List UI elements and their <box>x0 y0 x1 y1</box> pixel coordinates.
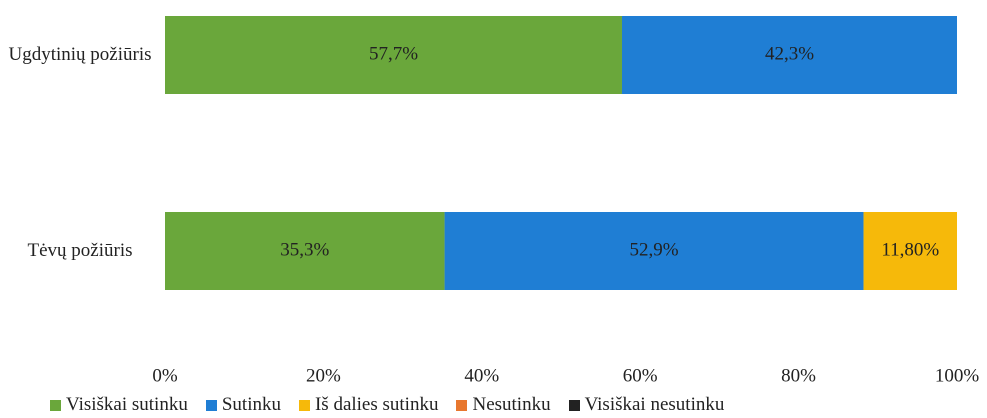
legend: Visiškai sutinku Sutinku Iš dalies sutinku… <box>50 394 724 416</box>
bar-segment <box>165 16 622 94</box>
data-label: 42,3% <box>765 43 814 64</box>
x-tick-label: 40% <box>464 365 499 386</box>
x-tick-label: 0% <box>152 365 178 386</box>
legend-item: Nesutinku <box>456 394 551 416</box>
bar-segment <box>863 212 957 290</box>
legend-label: Sutinku <box>221 394 281 415</box>
legend-label: Visiškai nesutinku <box>584 394 725 415</box>
data-label: 52,9% <box>630 239 679 260</box>
x-tick-label: 60% <box>623 365 658 386</box>
legend-swatch <box>50 399 61 411</box>
legend-label: Nesutinku <box>472 394 551 415</box>
x-tick-label: 80% <box>781 365 816 386</box>
legend-swatch <box>568 399 580 411</box>
bar-segment <box>444 212 864 290</box>
legend-item: Visiškai nesutinku <box>568 394 725 416</box>
legend-swatch <box>205 399 217 411</box>
bar-segment <box>165 212 445 290</box>
legend-label: Iš dalies sutinku <box>314 394 439 415</box>
legend-swatch <box>456 399 468 411</box>
y-tick-label: Tėvų požiūris <box>27 240 133 261</box>
x-tick-label: 20% <box>306 365 341 386</box>
x-tick-label: 100% <box>935 365 980 386</box>
data-label: 57,7% <box>369 43 418 64</box>
legend-item: Sutinku <box>205 394 281 416</box>
data-label: 11,80% <box>881 239 939 260</box>
bar-segment <box>621 16 957 94</box>
data-label: 35,3% <box>280 239 329 260</box>
legend-swatch <box>298 399 310 411</box>
y-tick-label: Ugdytinių požiūris <box>8 44 152 65</box>
legend-item: Iš dalies sutinku <box>298 394 439 416</box>
legend-label: Visiškai sutinku <box>66 394 188 415</box>
legend-item: Visiškai sutinku <box>50 394 188 416</box>
